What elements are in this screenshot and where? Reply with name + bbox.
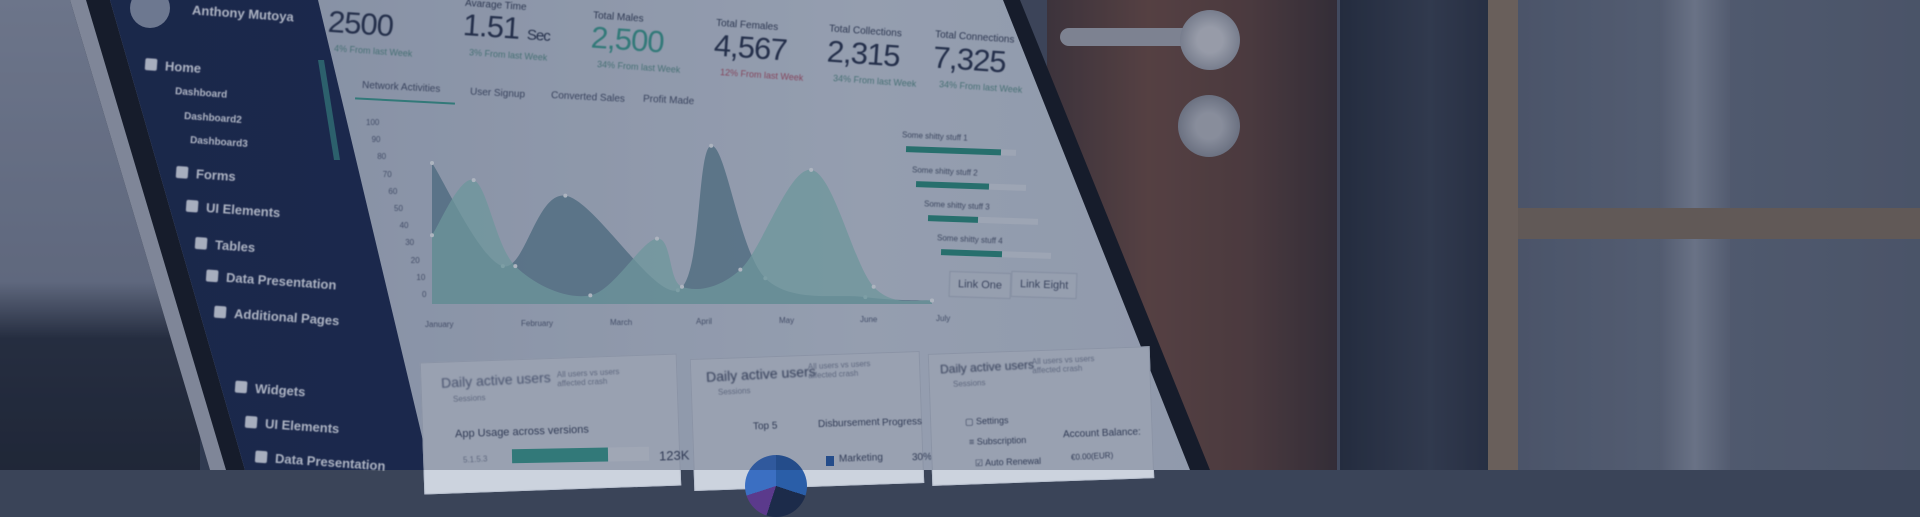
area-series-2 [432, 169, 932, 304]
y-tick-label: 10 [416, 272, 426, 282]
data-point[interactable] [930, 298, 934, 303]
version-value: 123K [658, 447, 690, 464]
menu-auto-renewal[interactable]: ☑ Auto Renewal [975, 456, 1041, 469]
home-icon [185, 199, 199, 213]
stat-number: 1.51 [461, 7, 521, 46]
pie-chart [745, 455, 807, 517]
version-bar-fill [511, 447, 609, 464]
data-point[interactable] [871, 284, 876, 289]
data-point[interactable] [588, 293, 593, 298]
y-tick-label: 70 [382, 169, 392, 179]
data-point[interactable] [430, 233, 434, 238]
stat-value: 2500 [327, 4, 394, 44]
y-tick-label: 40 [399, 221, 409, 231]
checkbox-icon: ☑ [974, 457, 986, 469]
x-tick-label: June [860, 315, 878, 324]
panel-subtitle: Sessions [452, 393, 486, 404]
data-point[interactable] [809, 167, 814, 172]
door-lock [1178, 95, 1240, 157]
sidebar-item-label: Tables [214, 237, 256, 256]
x-tick-label: July [936, 314, 951, 323]
door-handle-rose [1180, 10, 1240, 70]
menu-label: Auto Renewal [984, 455, 1042, 468]
col-header-disbursement: Disbursement [817, 416, 880, 431]
data-point[interactable] [471, 178, 476, 183]
home-icon [254, 450, 268, 464]
stat-unit: Sec [526, 26, 551, 46]
glass-panel [1340, 0, 1490, 470]
x-tick-label: May [779, 316, 795, 325]
panel-subtitle: Sessions [952, 378, 986, 389]
stat-value: 4,567 [713, 28, 788, 69]
data-point[interactable] [563, 193, 568, 198]
home-icon [213, 305, 227, 319]
panel-subtitle: Sessions [717, 386, 751, 397]
sidebar-item-label: Forms [195, 166, 237, 185]
version-bar [511, 446, 650, 464]
sidebar-item-label: Home [164, 58, 202, 76]
col-header-progress: Progress [881, 416, 923, 429]
menu-subscription[interactable]: ≡ Subscription [969, 435, 1027, 447]
stat-number: 2500 [326, 3, 395, 44]
y-tick-label: 30 [405, 238, 415, 248]
area-series-1 [432, 145, 932, 304]
menu-label: Settings [975, 415, 1009, 427]
y-tick-label: 50 [394, 204, 403, 213]
x-tick-label: January [425, 320, 454, 329]
data-point[interactable] [513, 264, 518, 269]
menu-settings[interactable]: ▢ Settings [965, 415, 1009, 428]
data-point[interactable] [738, 267, 743, 272]
edit-icon [175, 165, 189, 179]
network-activity-chart [430, 143, 934, 304]
data-point[interactable] [430, 160, 434, 165]
x-tick-label: April [696, 317, 713, 326]
row-label: Marketing [838, 452, 884, 465]
x-tick-label: March [610, 318, 633, 327]
stat-value: 2,315 [826, 34, 901, 75]
menu-label: Subscription [976, 435, 1027, 447]
col-header-top5: Top 5 [752, 420, 778, 433]
stat-number: 7,325 [931, 39, 1007, 80]
legend-swatch [826, 456, 834, 466]
stat-number: 2,500 [589, 19, 665, 60]
home-icon [244, 415, 258, 429]
settings-icon: ▢ [964, 416, 977, 427]
y-tick-label: 80 [377, 152, 387, 162]
stat-value: 1.51 Sec [462, 7, 552, 49]
stat-value: 7,325 [932, 40, 1007, 81]
y-tick-label: 20 [410, 255, 420, 265]
data-point[interactable] [709, 143, 714, 148]
link-eight-button[interactable]: Link Eight [1010, 270, 1078, 300]
y-tick-label: 60 [388, 186, 398, 196]
stat-number: 4,567 [712, 27, 788, 68]
chart-icon [205, 269, 219, 283]
stat-value: 2,500 [590, 20, 665, 61]
home-icon [234, 380, 248, 394]
home-icon [144, 58, 158, 71]
stat-number: 2,315 [825, 33, 901, 74]
y-tick-label: 100 [366, 118, 380, 127]
link-one-button[interactable]: Link One [948, 270, 1012, 300]
x-tick-label: February [521, 319, 554, 328]
home-icon [194, 236, 208, 250]
shelf-upright [1488, 0, 1518, 470]
y-tick-label: 0 [422, 290, 427, 299]
data-point[interactable] [655, 236, 659, 241]
shelf-board [1518, 208, 1920, 239]
row-value: 30% [911, 451, 933, 464]
data-point[interactable] [680, 284, 684, 289]
version-label: 5.1.5.3 [462, 454, 488, 465]
y-tick-label: 90 [371, 135, 381, 145]
